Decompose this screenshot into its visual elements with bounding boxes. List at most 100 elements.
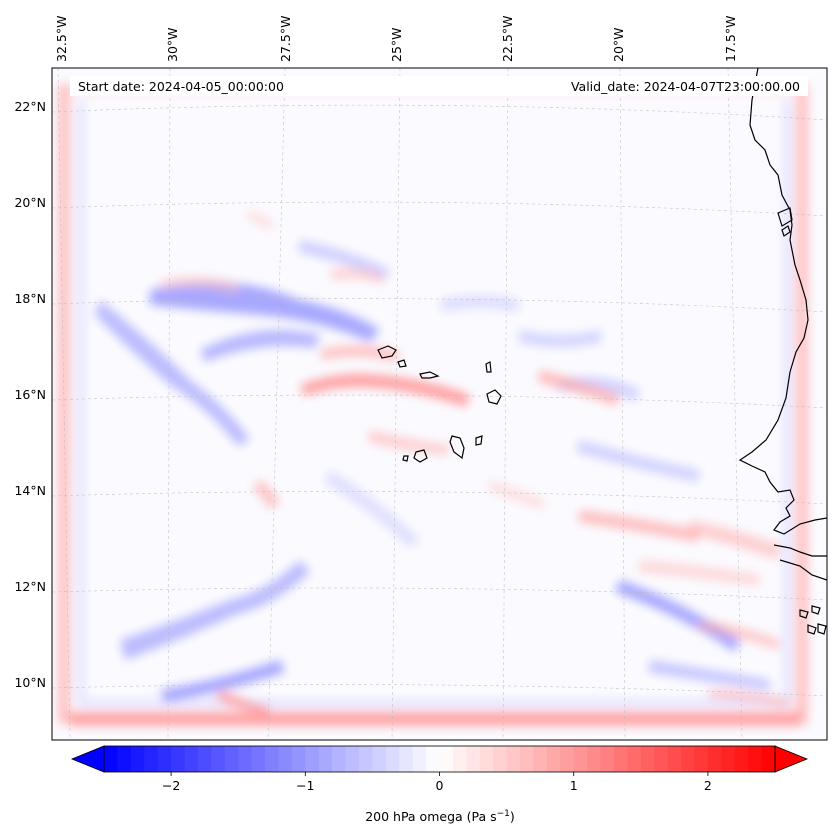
colorbar-tick-label: 0: [436, 778, 444, 793]
coastlines: [377, 68, 827, 635]
start-date-label: Start date: 2024-04-05_00:00:00: [78, 79, 284, 94]
colorbar-segment: [520, 746, 535, 772]
colorbar-tick-label: −1: [296, 778, 314, 793]
colorbar-segment: [184, 746, 199, 772]
gambia-coast: [773, 544, 827, 557]
colorbar-segment: [278, 746, 293, 772]
colorbar-segment: [345, 746, 360, 772]
lat-label: 20°N: [14, 195, 46, 210]
colorbar-segment: [721, 746, 736, 772]
colorbar-segment: [748, 746, 763, 772]
colorbar-segment: [734, 746, 749, 772]
coastal-islet-2: [781, 225, 791, 237]
colorbar-segment: [479, 746, 494, 772]
sao-vicente-island: [397, 359, 407, 368]
colorbar-segment: [385, 746, 400, 772]
map-frame: [51, 67, 828, 741]
colorbar-segment: [640, 746, 655, 772]
colorbar-segment: [157, 746, 172, 772]
colorbar-segment: [130, 746, 145, 772]
sal-island: [485, 361, 492, 373]
lat-label: 18°N: [14, 291, 46, 306]
colorbar-segment: [506, 746, 521, 772]
lat-label: 16°N: [14, 387, 46, 402]
colorbar-segment: [667, 746, 682, 772]
maio-island: [475, 435, 483, 446]
colorbar-segment: [211, 746, 226, 772]
colorbar-segment: [613, 746, 628, 772]
colorbar-segment: [238, 746, 253, 772]
colorbar-segment: [573, 746, 588, 772]
colorbar-tick-label: −2: [162, 778, 180, 793]
santiago-island: [449, 435, 465, 460]
fogo-island: [413, 449, 428, 463]
bijagos-islands: [799, 605, 827, 635]
colorbar-extend-high: [774, 745, 809, 773]
colorbar-segment: [533, 746, 548, 772]
colorbar-segment: [654, 746, 669, 772]
lat-label: 22°N: [14, 99, 46, 114]
colorbar-segment: [694, 746, 709, 772]
guinea-bissau-coast: [779, 559, 827, 581]
colorbar-segment: [265, 746, 280, 772]
colorbar-ticks: −2 −1 0 1 2: [162, 772, 712, 793]
colorbar-segment: [452, 746, 467, 772]
colorbar-segment: [412, 746, 427, 772]
colorbar-segment: [587, 746, 602, 772]
colorbar-segment: [358, 746, 373, 772]
colorbar-label: 200 hPa omega (Pa s−1): [365, 809, 515, 824]
santo-antao-island: [377, 345, 397, 359]
african-coastline: [738, 68, 827, 535]
colorbar-segment: [224, 746, 239, 772]
colorbar-segment: [560, 746, 575, 772]
colorbar-segment: [546, 746, 561, 772]
brava-island: [402, 455, 409, 462]
boa-vista-island: [486, 389, 502, 405]
colorbar-segment: [372, 746, 387, 772]
colorbar-segment: [104, 746, 119, 772]
lon-label: 25°W: [389, 27, 404, 62]
colorbar-segment: [466, 746, 481, 772]
date-banner: [70, 76, 808, 96]
colorbar-tick-label: 2: [704, 778, 712, 793]
valid-date-label: Valid_date: 2024-04-07T23:00:00.00: [571, 79, 800, 94]
lat-label: 14°N: [14, 483, 46, 498]
coastal-islet-1: [777, 207, 793, 227]
colorbar-segment: [318, 746, 333, 772]
sao-nicolau-island: [419, 371, 440, 379]
colorbar-segment: [332, 746, 347, 772]
colorbar-segment: [399, 746, 414, 772]
colorbar-segment: [171, 746, 186, 772]
colorbar-segment: [117, 746, 132, 772]
colorbar-segment: [493, 746, 508, 772]
lon-label: 22.5°W: [500, 16, 515, 62]
colorbar-segment: [251, 746, 266, 772]
lon-label: 30°W: [165, 27, 180, 62]
latitude-labels: 22°N 20°N 18°N 16°N 14°N 12°N 10°N: [14, 99, 46, 690]
graticule: [52, 68, 827, 740]
lon-label: 27.5°W: [278, 16, 293, 62]
longitude-labels: 32.5°W 30°W 27.5°W 25°W 22.5°W 20°W 17.5…: [54, 16, 738, 62]
colorbar-segment: [291, 746, 306, 772]
colorbar-segment: [305, 746, 320, 772]
colorbar-segment: [426, 746, 441, 772]
colorbar-segment: [707, 746, 722, 772]
colorbar-segment: [681, 746, 696, 772]
colorbar-segment: [144, 746, 159, 772]
colorbar-segment: [197, 746, 212, 772]
colorbar-segments: [104, 746, 776, 772]
colorbar-tick-label: 1: [570, 778, 578, 793]
colorbar: −2 −1 0 1 2 200 hPa omega (Pa s−1): [70, 745, 809, 824]
colorbar-segment: [439, 746, 454, 772]
colorbar-segment: [761, 746, 776, 772]
colorbar-extend-low: [70, 745, 105, 773]
map-panel: [52, 68, 827, 740]
omega-field: [58, 84, 808, 726]
colorbar-segment: [627, 746, 642, 772]
lon-label: 32.5°W: [54, 16, 69, 62]
lon-label: 20°W: [611, 27, 626, 62]
lat-label: 10°N: [14, 675, 46, 690]
colorbar-segment: [600, 746, 615, 772]
lon-label: 17.5°W: [723, 16, 738, 62]
